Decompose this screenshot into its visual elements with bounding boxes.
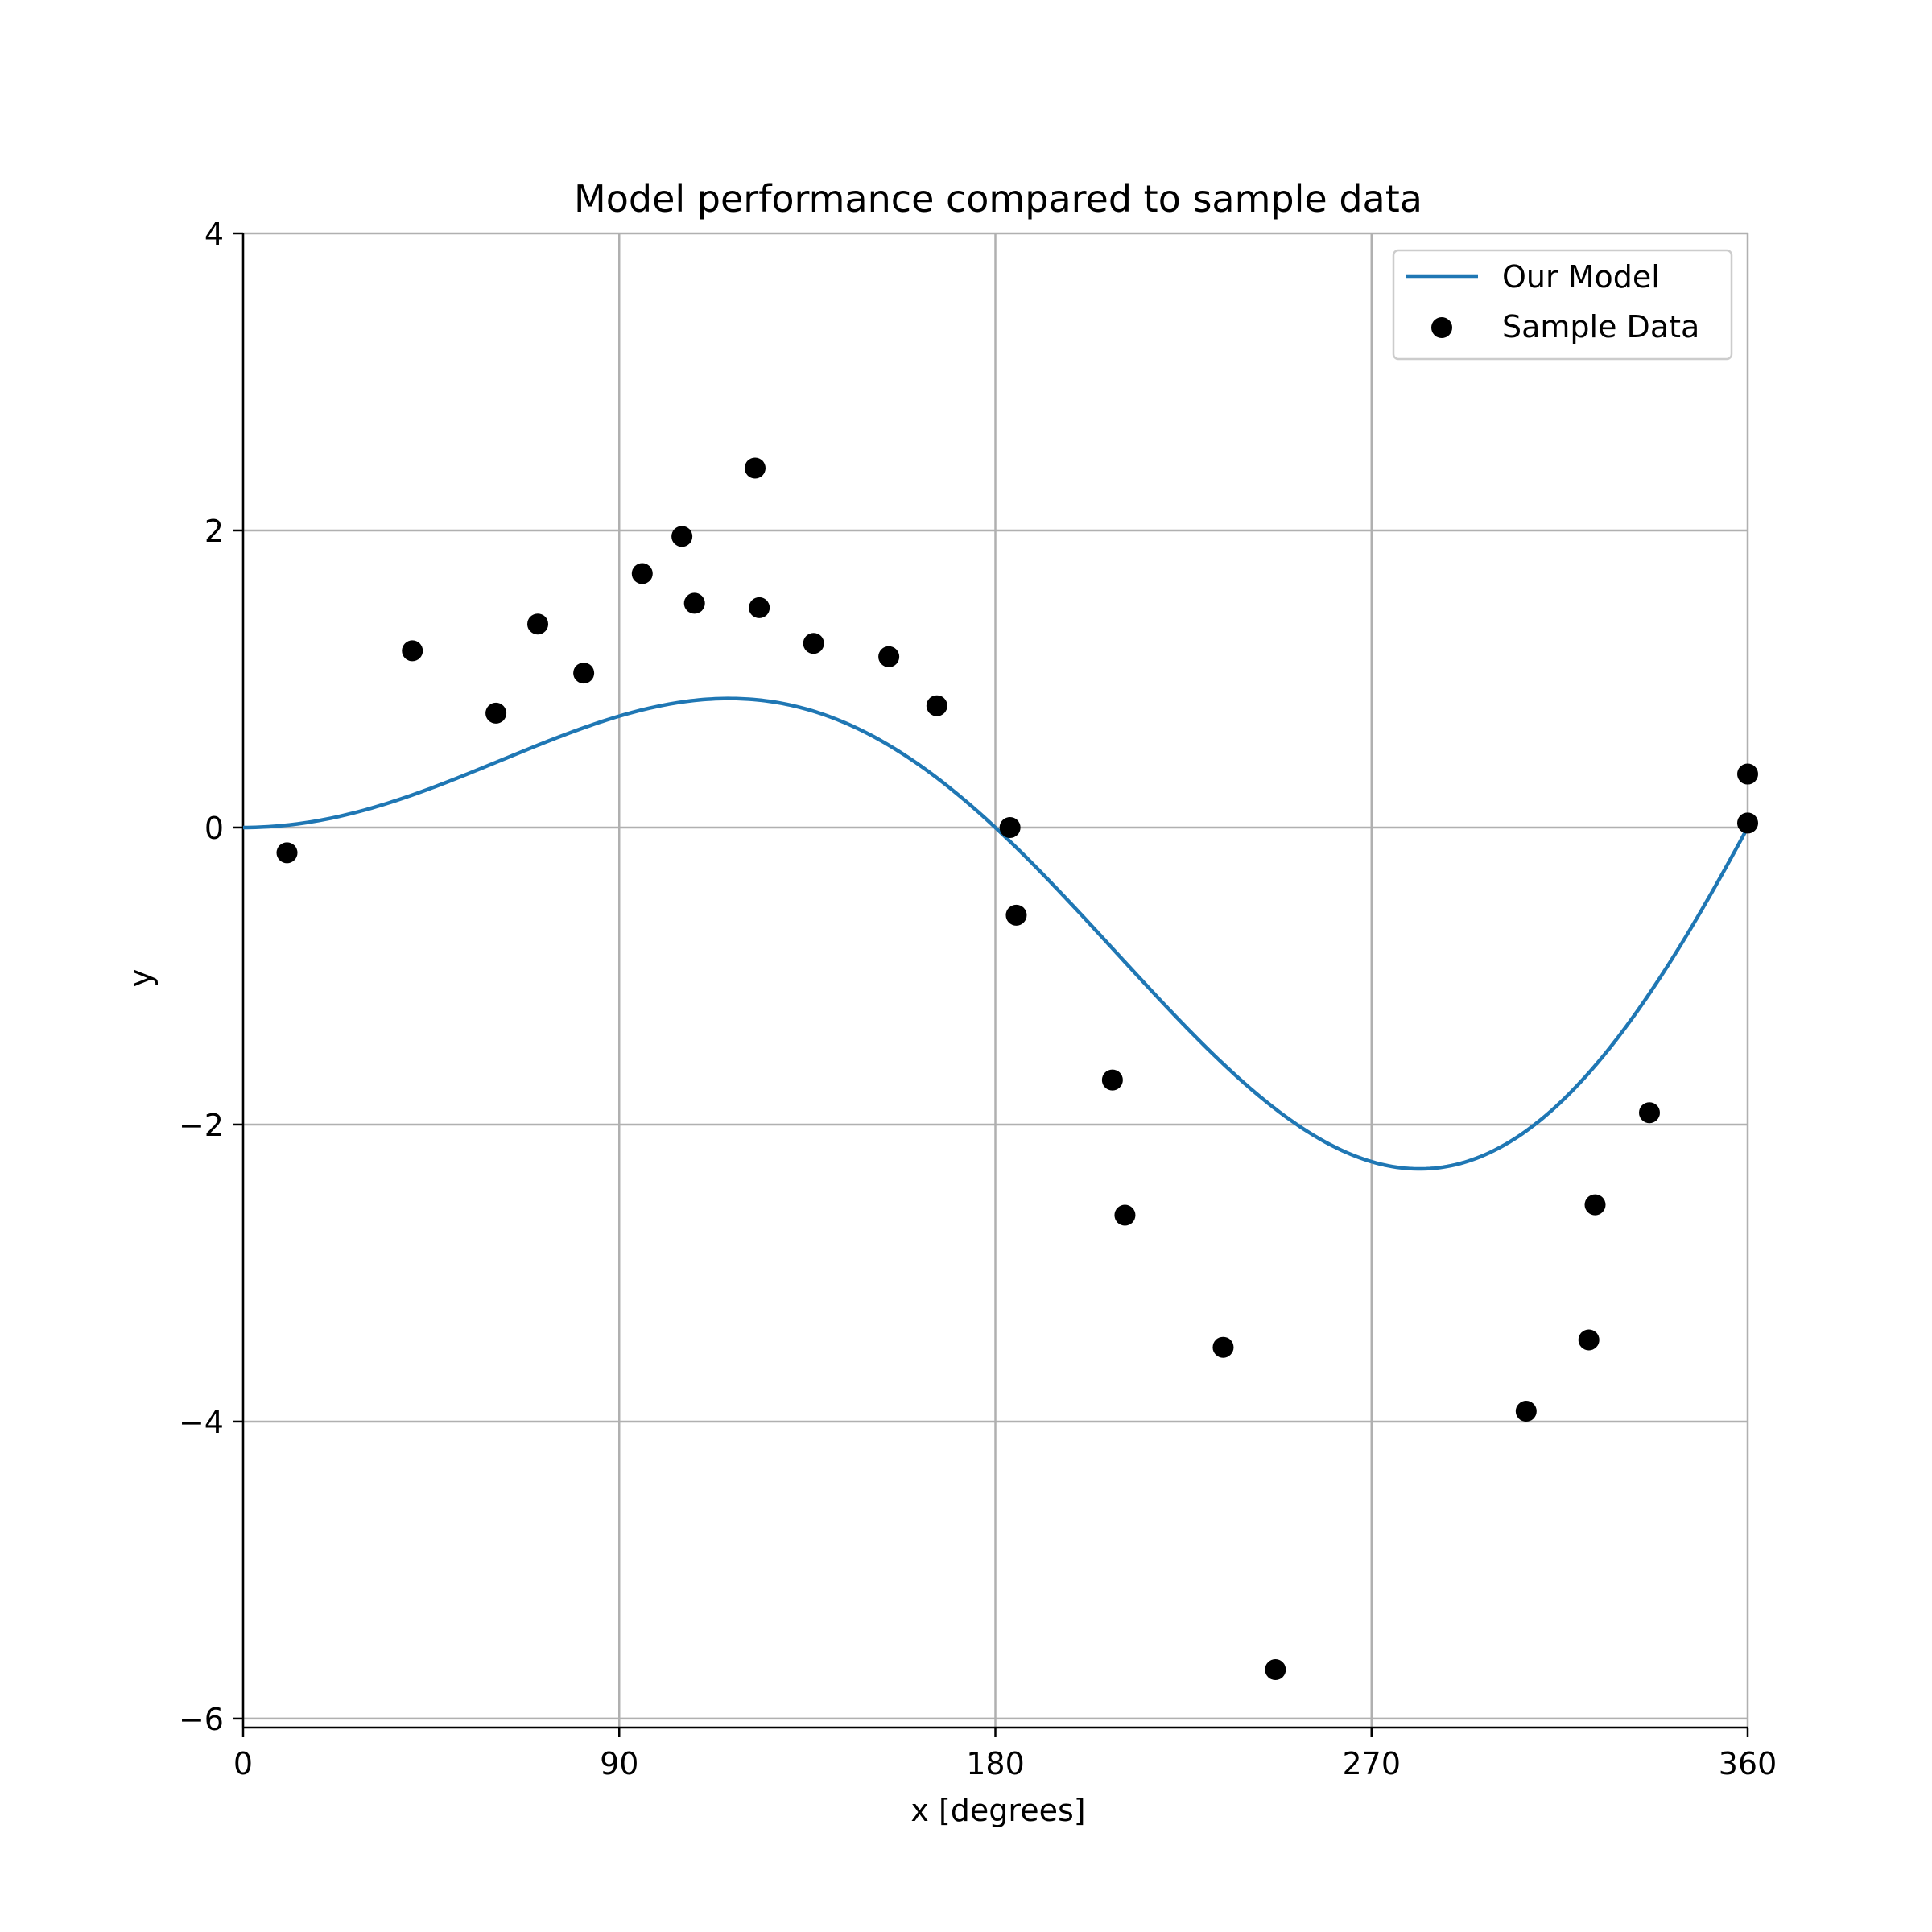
sample-point xyxy=(527,613,549,635)
sample-point xyxy=(1005,904,1027,926)
sample-point xyxy=(671,526,693,547)
x-tick-label: 270 xyxy=(1342,1746,1401,1781)
sample-point xyxy=(744,457,766,479)
y-axis-label: y xyxy=(123,969,159,988)
grid xyxy=(242,232,1749,1728)
sample-point xyxy=(878,646,900,667)
sample-point xyxy=(1265,1659,1286,1681)
x-tick-label: 360 xyxy=(1719,1746,1777,1781)
model-line xyxy=(242,696,1749,1171)
x-tick-label: 0 xyxy=(233,1746,253,1781)
plot-area xyxy=(242,457,1758,1681)
sample-point xyxy=(485,702,507,724)
sample-point xyxy=(402,640,423,662)
sample-point xyxy=(926,695,947,716)
y-tick-label: 4 xyxy=(204,217,224,252)
sample-point xyxy=(1212,1336,1234,1358)
sample-point xyxy=(276,842,298,864)
sample-point xyxy=(999,816,1021,838)
legend-label-model: Our Model xyxy=(1502,259,1660,295)
sample-point xyxy=(1515,1401,1537,1422)
y-tick-label: −2 xyxy=(179,1108,224,1143)
x-tick-label: 90 xyxy=(600,1746,638,1781)
legend-marker-swatch xyxy=(1431,317,1452,338)
ticks: 0 90 180 270 360 −6 −4 −2 0 2 4 xyxy=(179,217,1777,1781)
x-tick-label: 180 xyxy=(966,1746,1025,1781)
sample-point xyxy=(1101,1069,1123,1091)
legend: Our Model Sample Data xyxy=(1392,249,1733,361)
y-tick-label: 0 xyxy=(204,811,224,846)
y-tick-label: −6 xyxy=(179,1702,224,1737)
sample-point xyxy=(631,563,653,584)
sample-point xyxy=(683,592,705,614)
sample-point xyxy=(1638,1102,1660,1124)
x-axis-label: x [degrees] xyxy=(910,1793,1085,1828)
sample-point xyxy=(573,663,595,684)
chart-title: Model performance compared to sample dat… xyxy=(574,177,1422,221)
sample-point xyxy=(1578,1329,1600,1351)
y-tick-label: 2 xyxy=(204,514,224,549)
sample-point xyxy=(749,597,770,618)
y-tick-label: −4 xyxy=(179,1405,224,1440)
legend-label-samples: Sample Data xyxy=(1502,309,1699,345)
sample-point xyxy=(1737,812,1758,834)
sample-point xyxy=(1737,763,1758,785)
sample-point xyxy=(1114,1204,1136,1226)
sample-point xyxy=(1584,1194,1606,1216)
sample-point xyxy=(803,633,824,654)
